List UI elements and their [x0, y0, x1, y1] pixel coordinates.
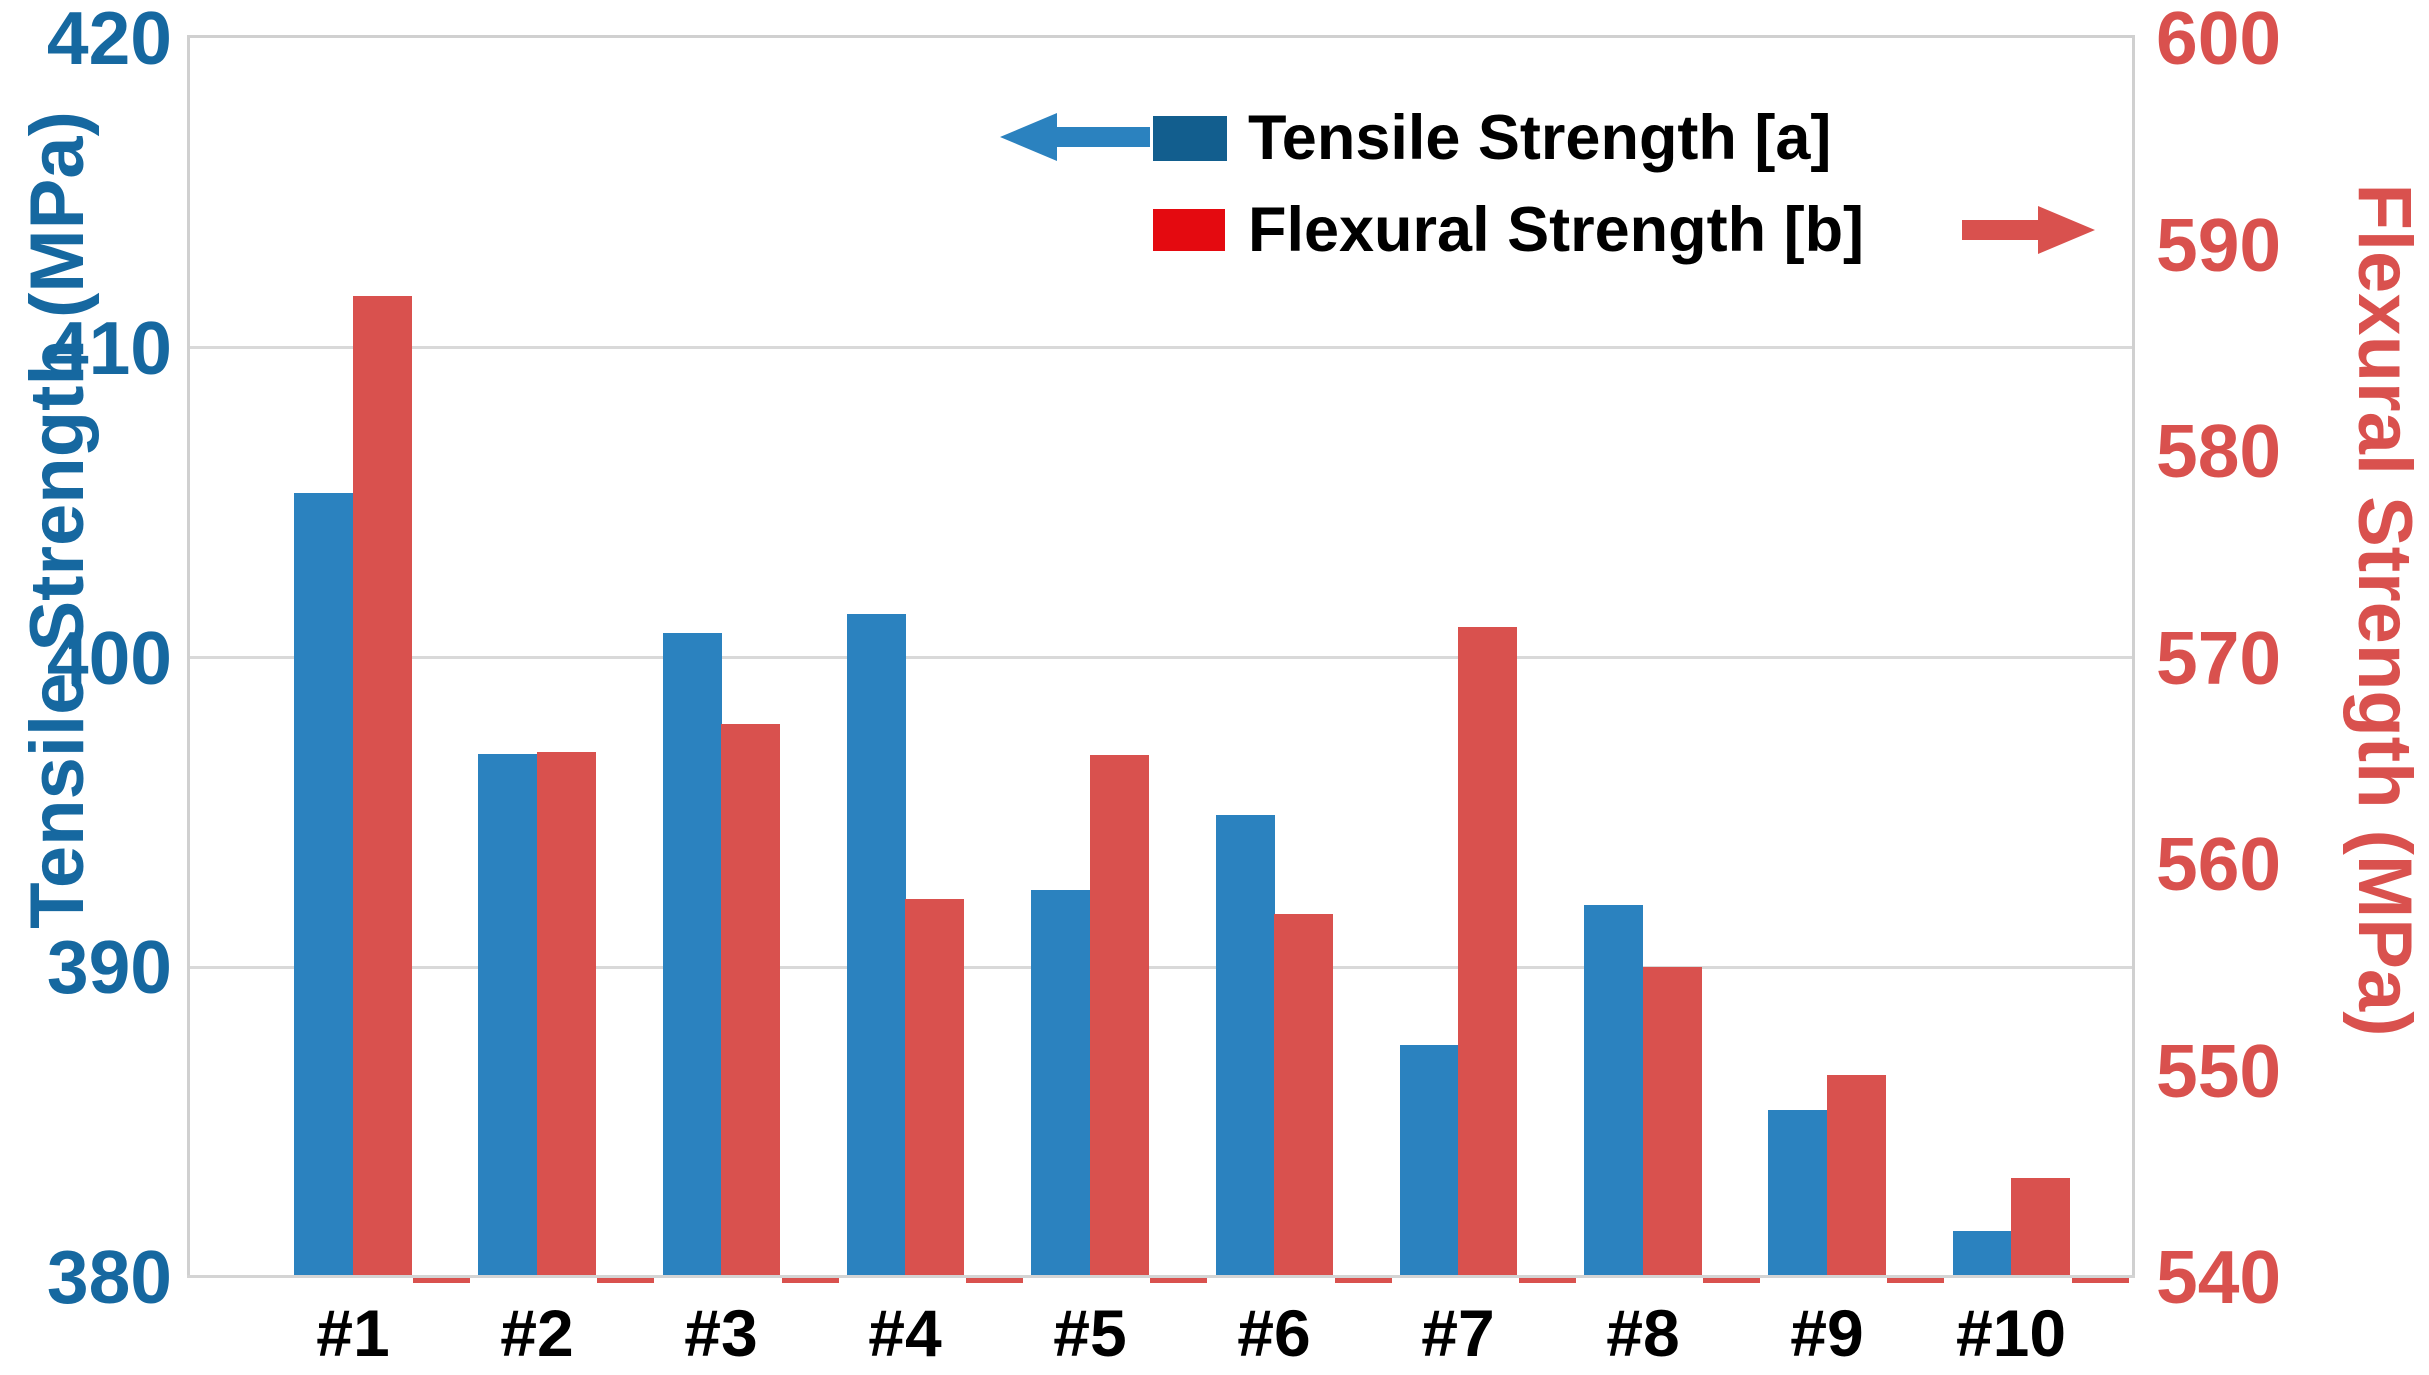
- right-tick-label-600: 600: [2156, 0, 2282, 80]
- x-category-label-2: #2: [500, 1296, 574, 1370]
- right-tick-label-570: 570: [2156, 616, 2282, 700]
- bar-tensile-7: [1400, 1045, 1459, 1277]
- gridline-400: [190, 656, 2132, 659]
- tensile-legend-label: Tensile Strength [a]: [1248, 103, 1832, 173]
- baseline-dash-3: [782, 1278, 839, 1283]
- left-arrow-icon: [1000, 113, 1150, 161]
- bar-flexural-2: [537, 752, 596, 1277]
- baseline-dash-7: [1519, 1278, 1576, 1283]
- right-axis-title: Flexural Strength (MPa): [2342, 183, 2427, 1037]
- baseline-dash-9: [1887, 1278, 1944, 1283]
- flexural-legend-swatch: [1153, 209, 1225, 251]
- right-arrow-icon: [1962, 206, 2095, 254]
- baseline-dash-5: [1150, 1278, 1207, 1283]
- baseline-dash-8: [1703, 1278, 1760, 1283]
- baseline-dash-10: [2072, 1278, 2129, 1283]
- bar-tensile-4: [847, 614, 906, 1277]
- plot-area: [187, 35, 2135, 1277]
- bar-flexural-1: [353, 296, 412, 1277]
- bar-tensile-9: [1768, 1110, 1827, 1277]
- right-tick-label-560: 560: [2156, 822, 2282, 906]
- left-tick-label-380: 380: [46, 1235, 172, 1319]
- gridline-390: [190, 966, 2132, 969]
- left-tick-label-420: 420: [46, 0, 172, 80]
- right-tick-label-540: 540: [2156, 1235, 2282, 1319]
- bar-flexural-5: [1090, 755, 1149, 1277]
- bar-tensile-2: [478, 754, 537, 1277]
- right-tick-label-590: 590: [2156, 203, 2282, 287]
- x-category-label-6: #6: [1237, 1296, 1311, 1370]
- x-category-label-4: #4: [868, 1296, 942, 1370]
- bar-tensile-1: [294, 493, 353, 1277]
- x-category-label-8: #8: [1606, 1296, 1680, 1370]
- left-tick-label-410: 410: [46, 306, 172, 390]
- x-category-label-7: #7: [1421, 1296, 1495, 1370]
- bar-flexural-4: [905, 899, 964, 1277]
- right-tick-label-580: 580: [2156, 409, 2282, 493]
- baseline-dash-2: [597, 1278, 654, 1283]
- baseline-dash-6: [1335, 1278, 1392, 1283]
- left-tick-label-390: 390: [46, 925, 172, 1009]
- left-axis-title: Tensile Strength (MPa): [15, 111, 100, 929]
- x-category-label-5: #5: [1053, 1296, 1127, 1370]
- baseline-dash-1: [413, 1278, 470, 1283]
- gridline-410: [190, 346, 2132, 349]
- bar-flexural-8: [1643, 967, 1702, 1277]
- bar-flexural-7: [1458, 627, 1517, 1277]
- bar-tensile-6: [1216, 815, 1275, 1277]
- tensile-legend-swatch: [1153, 116, 1227, 161]
- bar-tensile-3: [663, 633, 722, 1277]
- bar-flexural-3: [721, 724, 780, 1277]
- left-tick-label-400: 400: [46, 616, 172, 700]
- x-axis-line: [187, 1275, 2135, 1278]
- x-category-label-9: #9: [1790, 1296, 1864, 1370]
- bar-flexural-6: [1274, 914, 1333, 1277]
- x-category-label-3: #3: [684, 1296, 758, 1370]
- bar-flexural-10: [2011, 1178, 2070, 1277]
- right-tick-label-550: 550: [2156, 1029, 2282, 1113]
- baseline-dash-4: [966, 1278, 1023, 1283]
- flexural-legend-label: Flexural Strength [b]: [1248, 195, 1865, 265]
- bar-tensile-8: [1584, 905, 1643, 1277]
- x-category-label-1: #1: [316, 1296, 390, 1370]
- x-category-label-10: #10: [1955, 1296, 2067, 1370]
- bar-tensile-5: [1031, 890, 1090, 1277]
- bar-flexural-9: [1827, 1075, 1886, 1277]
- bar-tensile-10: [1953, 1231, 2012, 1277]
